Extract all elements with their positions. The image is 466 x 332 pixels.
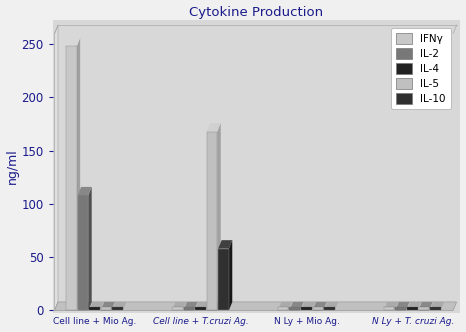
Polygon shape — [195, 307, 206, 310]
Polygon shape — [278, 307, 288, 310]
Polygon shape — [206, 302, 221, 310]
Polygon shape — [313, 307, 323, 310]
Polygon shape — [418, 302, 432, 310]
Polygon shape — [324, 307, 335, 310]
Polygon shape — [78, 187, 92, 196]
Polygon shape — [66, 46, 77, 310]
Polygon shape — [289, 307, 300, 310]
Polygon shape — [172, 307, 183, 310]
Polygon shape — [78, 302, 92, 310]
Polygon shape — [88, 187, 92, 310]
Polygon shape — [66, 302, 80, 310]
Polygon shape — [430, 302, 444, 310]
Polygon shape — [55, 25, 58, 310]
Polygon shape — [418, 307, 429, 310]
Polygon shape — [184, 307, 194, 310]
Polygon shape — [112, 307, 123, 310]
Polygon shape — [301, 302, 315, 310]
Polygon shape — [430, 307, 441, 310]
Polygon shape — [78, 196, 88, 310]
Polygon shape — [206, 123, 221, 131]
Polygon shape — [55, 302, 457, 310]
Polygon shape — [206, 131, 217, 310]
Polygon shape — [184, 302, 198, 310]
Polygon shape — [66, 38, 80, 46]
Polygon shape — [218, 240, 232, 249]
Polygon shape — [89, 302, 103, 310]
Polygon shape — [278, 302, 292, 310]
Polygon shape — [218, 249, 229, 310]
Polygon shape — [112, 302, 126, 310]
Polygon shape — [313, 302, 327, 310]
Polygon shape — [229, 240, 232, 310]
Legend: IFNγ, IL-2, IL-4, IL-5, IL-10: IFNγ, IL-2, IL-4, IL-5, IL-10 — [391, 28, 451, 109]
Polygon shape — [289, 302, 303, 310]
Polygon shape — [172, 302, 186, 310]
Polygon shape — [218, 302, 232, 310]
Polygon shape — [77, 38, 80, 310]
Polygon shape — [384, 302, 398, 310]
Polygon shape — [407, 302, 421, 310]
Polygon shape — [384, 307, 394, 310]
Polygon shape — [217, 123, 221, 310]
Polygon shape — [101, 302, 115, 310]
Polygon shape — [195, 302, 209, 310]
Polygon shape — [407, 307, 418, 310]
Polygon shape — [101, 307, 111, 310]
Polygon shape — [395, 307, 406, 310]
Y-axis label: ng/ml: ng/ml — [6, 148, 19, 184]
Title: Cytokine Production: Cytokine Production — [190, 6, 323, 19]
Polygon shape — [324, 302, 338, 310]
Polygon shape — [89, 307, 100, 310]
Polygon shape — [301, 307, 312, 310]
Polygon shape — [395, 302, 410, 310]
